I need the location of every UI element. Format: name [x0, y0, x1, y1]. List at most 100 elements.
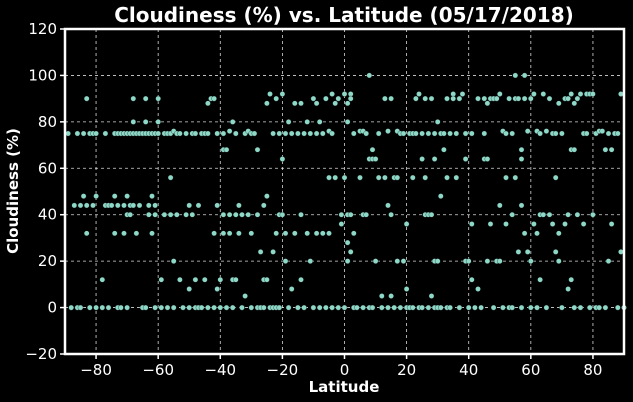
data-point	[450, 95, 456, 102]
data-point	[183, 130, 189, 137]
data-point	[177, 276, 183, 283]
data-point	[124, 193, 130, 199]
data-point	[320, 130, 326, 137]
data-point	[111, 193, 118, 199]
data-point	[273, 95, 279, 102]
data-point	[506, 95, 512, 102]
data-point	[580, 221, 587, 227]
data-point	[351, 130, 357, 137]
data-point	[99, 276, 106, 283]
data-point	[583, 130, 590, 137]
data-point	[202, 276, 208, 283]
data-point	[515, 249, 522, 255]
data-point	[574, 211, 581, 218]
data-point	[264, 193, 270, 199]
data-point	[192, 276, 199, 283]
data-point	[214, 130, 220, 137]
data-point	[65, 130, 71, 137]
data-point	[270, 130, 276, 137]
data-point	[559, 304, 565, 311]
data-point	[326, 230, 332, 237]
data-point	[74, 130, 81, 137]
data-point	[465, 304, 472, 311]
data-point	[512, 72, 519, 79]
data-point	[183, 211, 189, 218]
data-point	[158, 304, 165, 311]
y-tick-label: 100	[28, 66, 57, 84]
data-point	[211, 304, 217, 311]
data-point	[186, 286, 192, 292]
data-point	[270, 249, 276, 255]
data-point	[332, 100, 338, 107]
data-point	[475, 286, 481, 292]
data-point	[233, 130, 239, 137]
data-point	[484, 100, 491, 107]
data-point	[394, 174, 401, 181]
data-point	[444, 174, 450, 181]
data-point	[568, 91, 574, 97]
data-point	[264, 100, 270, 107]
data-point	[422, 174, 428, 181]
data-point	[316, 304, 323, 311]
data-point	[487, 221, 494, 227]
data-point	[223, 304, 230, 311]
data-point	[276, 304, 283, 311]
data-point	[292, 100, 298, 107]
data-point	[149, 230, 155, 237]
data-point	[549, 221, 556, 227]
data-point	[518, 156, 525, 162]
data-point	[335, 304, 342, 311]
data-point	[124, 304, 130, 311]
data-point	[264, 276, 270, 283]
data-point	[497, 258, 503, 264]
data-point	[155, 119, 161, 125]
data-point	[161, 211, 168, 218]
data-point	[347, 91, 354, 97]
data-point	[102, 130, 109, 137]
data-point	[279, 91, 286, 97]
data-point	[344, 239, 351, 246]
data-point	[388, 95, 394, 102]
data-point	[105, 304, 112, 311]
data-point	[236, 230, 242, 237]
data-point	[565, 286, 571, 292]
data-point	[276, 130, 283, 137]
data-point	[503, 221, 509, 227]
x-tick-label: 0	[340, 361, 350, 379]
data-point	[540, 91, 547, 97]
data-point	[229, 119, 236, 125]
data-point	[372, 156, 379, 162]
data-point	[556, 230, 562, 237]
data-point	[93, 193, 99, 199]
data-point	[323, 304, 329, 311]
data-point	[351, 230, 357, 237]
data-point	[288, 286, 295, 292]
data-point	[447, 304, 453, 311]
data-point	[369, 146, 376, 153]
data-point	[239, 304, 245, 311]
data-point	[385, 128, 391, 134]
data-point	[233, 211, 239, 218]
data-point	[493, 95, 500, 102]
data-point	[512, 174, 519, 181]
data-point	[80, 130, 87, 137]
data-point	[456, 95, 463, 102]
data-point	[233, 276, 239, 283]
data-point	[164, 304, 171, 311]
data-point	[385, 202, 391, 209]
data-point	[220, 211, 227, 218]
x-axis-ticks: −80 −60 −40 −20 0 20 40 60 80	[80, 354, 602, 379]
data-point	[363, 211, 369, 218]
data-point	[469, 221, 475, 227]
data-point	[217, 304, 224, 311]
data-point	[146, 211, 152, 218]
data-point	[403, 286, 410, 292]
y-axis-ticks: −20 0 20 40 60 80 100 120	[25, 20, 65, 363]
data-point	[87, 304, 93, 311]
data-point	[329, 130, 335, 137]
data-point	[217, 276, 224, 283]
data-point	[515, 95, 522, 102]
data-point	[220, 230, 227, 237]
data-point	[83, 95, 90, 102]
data-point	[497, 91, 503, 97]
